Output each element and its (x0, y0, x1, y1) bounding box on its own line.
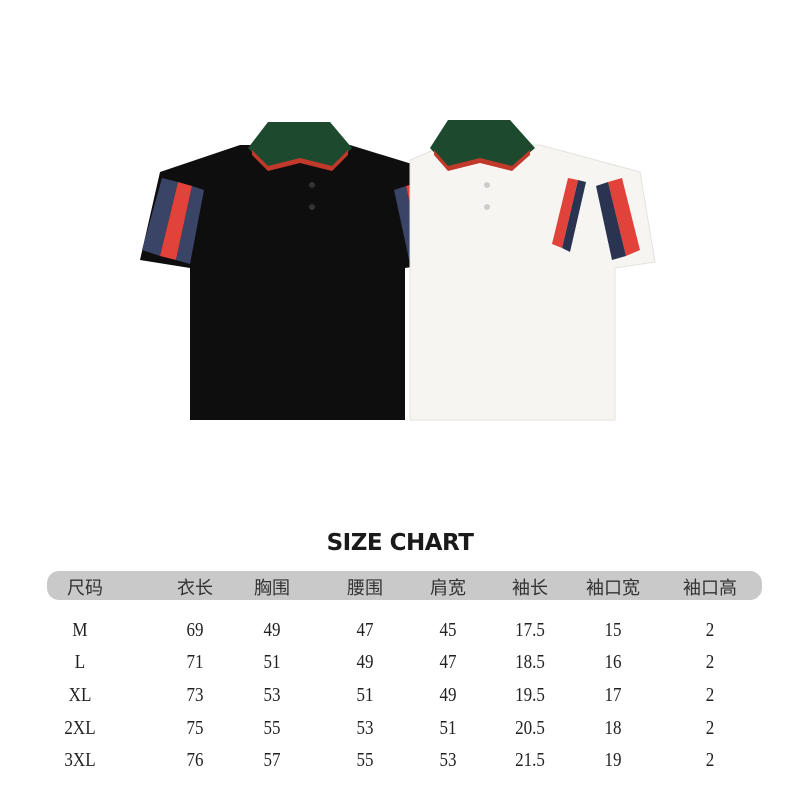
column-header: 肩宽 (430, 578, 466, 599)
table-cell: 53 (439, 749, 457, 771)
table-cell: 45 (439, 619, 457, 641)
table-cell: 17.5 (515, 619, 545, 641)
table-cell: 51 (439, 717, 457, 739)
table-cell: 75 (186, 717, 204, 739)
column-header: 袖口高 (683, 578, 737, 599)
table-cell: 51 (263, 651, 281, 673)
table-cell: 2 (705, 651, 715, 673)
table-cell: 20.5 (515, 717, 545, 739)
table-cell: 76 (186, 749, 204, 771)
table-cell: 19.5 (515, 684, 545, 706)
table-cell: 53 (263, 684, 281, 706)
column-header: 衣长 (177, 578, 213, 599)
size-chart-title: SIZE CHART (326, 530, 474, 556)
table-cell: 55 (263, 717, 281, 739)
table-cell: 16 (604, 651, 622, 673)
table-cell: 2 (705, 684, 715, 706)
table-cell: 2 (705, 749, 715, 771)
table-cell: 69 (186, 619, 204, 641)
product-photo (140, 120, 656, 421)
table-cell: 73 (186, 684, 204, 706)
table-cell: 47 (439, 651, 457, 673)
table-cell: 2 (705, 717, 715, 739)
table-cell: 18.5 (515, 651, 545, 673)
table-cell: 53 (356, 717, 374, 739)
column-header: 腰围 (347, 578, 383, 599)
column-header: 袖口宽 (586, 578, 640, 599)
size-label: M (72, 619, 88, 641)
table-cell: 55 (356, 749, 374, 771)
table-cell: 57 (263, 749, 281, 771)
white-polo-shirt (409, 120, 656, 421)
table-cell: 71 (186, 651, 204, 673)
table-cell: 18 (604, 717, 622, 739)
table-cell: 49 (439, 684, 457, 706)
size-label: 2XL (64, 717, 96, 739)
table-cell: 51 (356, 684, 374, 706)
table-cell: 15 (604, 619, 622, 641)
table-cell: 17 (604, 684, 622, 706)
size-label: XL (68, 684, 92, 706)
table-cell: 49 (356, 651, 374, 673)
table-cell: 49 (263, 619, 281, 641)
column-header: 胸围 (254, 578, 290, 599)
size-label: 3XL (64, 749, 96, 771)
column-header: 尺码 (67, 578, 103, 599)
table-cell: 21.5 (515, 749, 545, 771)
table-cell: 19 (604, 749, 622, 771)
column-header: 袖长 (512, 578, 548, 599)
size-chart-header-bar (47, 571, 762, 600)
table-cell: 47 (356, 619, 374, 641)
size-label: L (74, 651, 86, 673)
table-cell: 2 (705, 619, 715, 641)
